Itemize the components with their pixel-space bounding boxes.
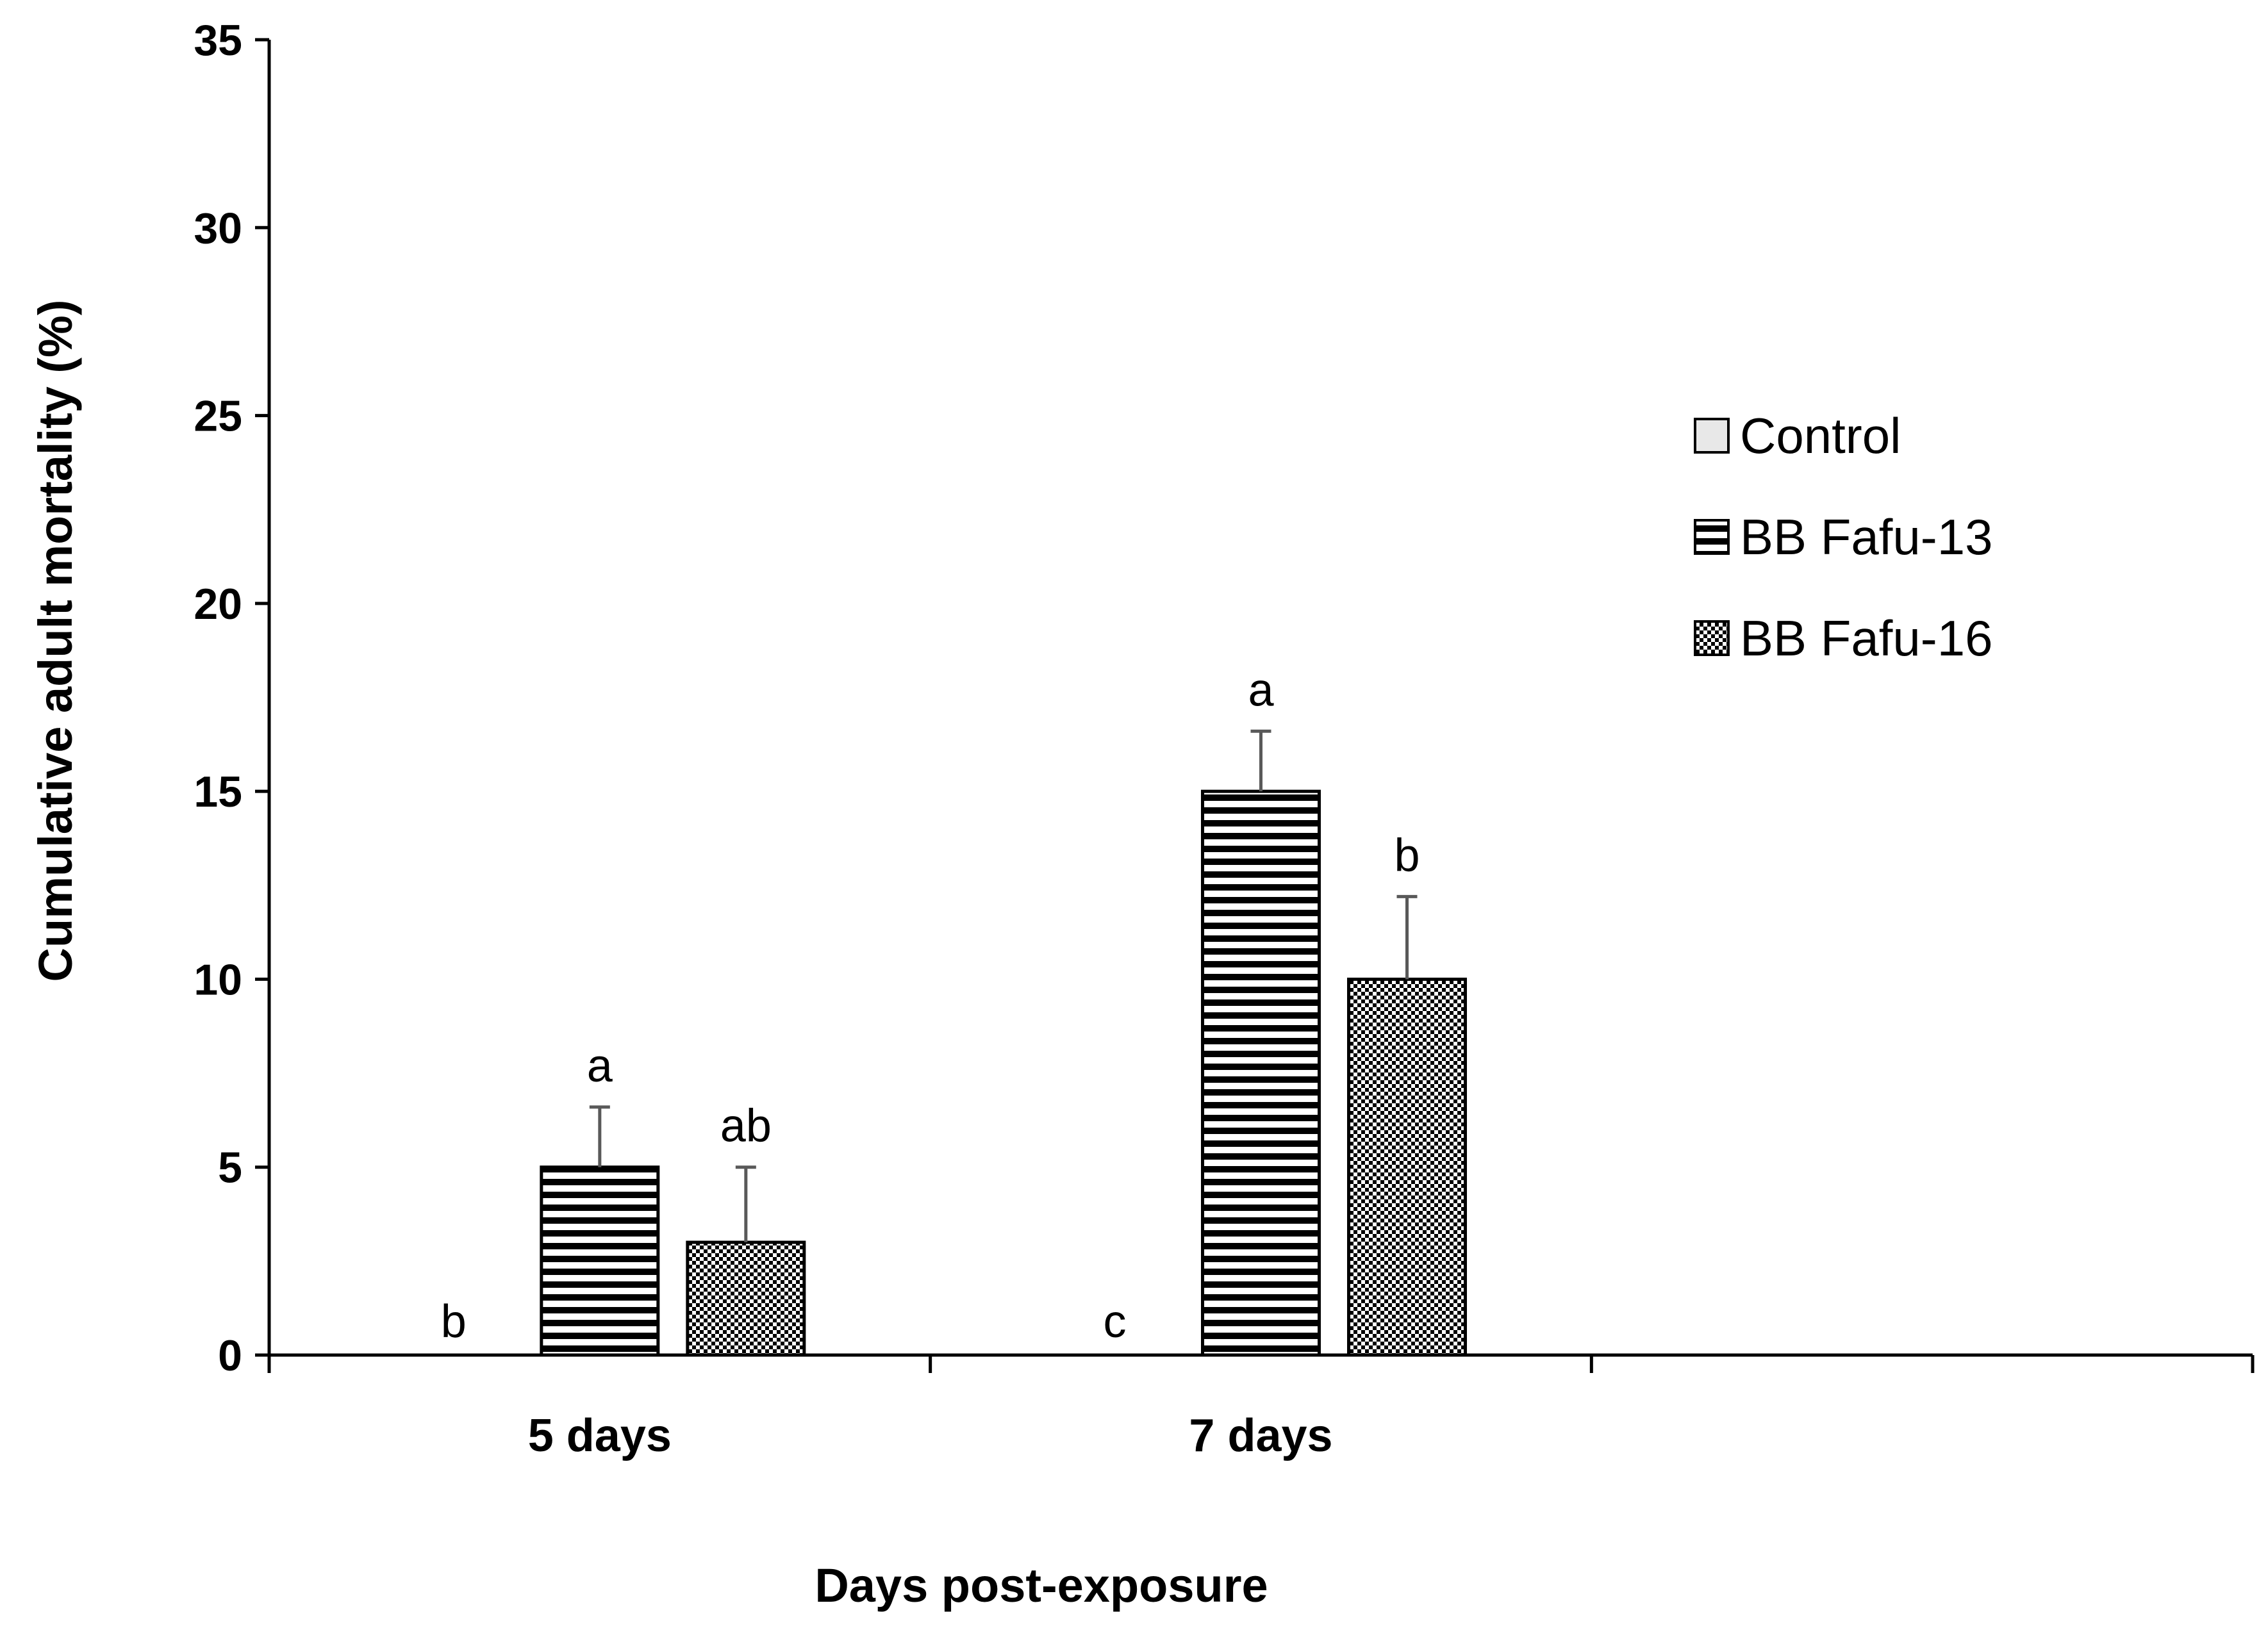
legend-swatch [1694,418,1730,454]
legend-label: BB Fafu-16 [1740,610,1993,666]
significance-letter: b [1394,830,1420,881]
significance-letter: c [1104,1296,1127,1347]
x-category-label: 7 days [1189,1410,1332,1461]
bar [540,1165,660,1357]
legend-swatch [1694,620,1730,656]
bar [1201,789,1321,1357]
significance-letter: b [441,1296,467,1347]
x-category-label: 5 days [528,1410,672,1461]
x-axis-title: Days post-exposure [815,1559,1268,1612]
legend-swatch [1694,519,1730,555]
y-tick-label: 5 [218,1144,242,1192]
bar [686,1240,806,1357]
significance-letter: a [587,1040,613,1092]
y-tick-label: 25 [194,392,242,441]
y-tick-label: 20 [194,580,242,629]
y-tick-label: 10 [194,955,242,1004]
legend-label: BB Fafu-13 [1740,509,1993,565]
bar [1347,977,1467,1357]
y-tick-label: 30 [194,204,242,252]
y-tick-label: 0 [218,1331,242,1380]
y-tick-label: 15 [194,768,242,816]
y-axis-title: Cumulative adult mortality (%) [29,300,82,982]
y-tick-label: 35 [194,16,242,65]
legend-label: Control [1740,407,1901,464]
significance-letter: ab [720,1101,772,1152]
significance-letter: a [1248,664,1274,716]
